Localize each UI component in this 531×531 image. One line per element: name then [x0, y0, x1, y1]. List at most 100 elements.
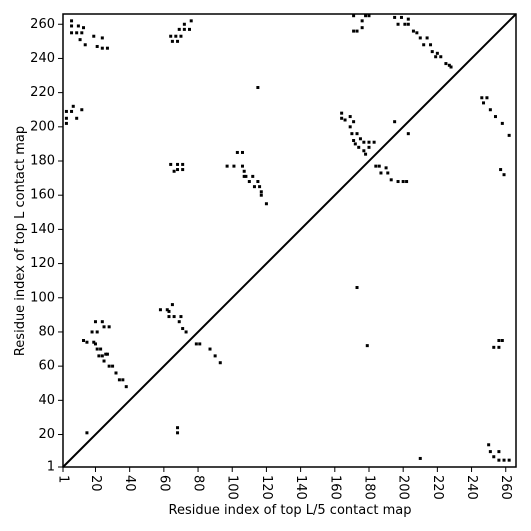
- contact-point: [487, 443, 491, 447]
- x-tick-label: 1: [56, 475, 71, 483]
- x-tick-label: 160: [327, 475, 342, 500]
- contact-point: [497, 458, 501, 462]
- contact-point: [242, 169, 246, 173]
- y-tick-label: 260: [30, 17, 55, 32]
- x-tick-label: 120: [259, 475, 274, 500]
- x-tick-label: 80: [191, 475, 206, 492]
- contact-point: [64, 121, 68, 125]
- plot-frame: [62, 13, 517, 468]
- contact-point: [348, 115, 352, 119]
- contact-point: [358, 137, 362, 141]
- contact-point: [92, 34, 96, 38]
- contact-point: [176, 39, 180, 43]
- contact-point: [352, 14, 356, 18]
- contact-point: [252, 185, 256, 189]
- contact-point: [176, 168, 180, 172]
- contact-point: [367, 14, 371, 18]
- contact-point: [218, 361, 222, 365]
- y-tick-label: 1: [47, 460, 55, 475]
- contact-point: [176, 431, 180, 435]
- contact-point: [158, 308, 162, 312]
- contact-point: [247, 180, 251, 184]
- contact-point: [507, 458, 511, 462]
- contact-point: [435, 51, 439, 55]
- contact-point: [415, 31, 419, 35]
- contact-point: [76, 24, 80, 28]
- contact-point: [232, 164, 236, 168]
- contact-point: [355, 286, 359, 290]
- contact-point: [482, 101, 486, 105]
- contact-point: [434, 55, 438, 59]
- contact-point: [406, 22, 410, 26]
- contact-point: [418, 36, 422, 40]
- contact-point: [365, 344, 369, 348]
- contact-point: [177, 320, 181, 324]
- contact-point: [64, 109, 68, 113]
- contact-point: [100, 46, 104, 50]
- contact-point: [240, 150, 244, 154]
- contact-point: [502, 173, 506, 177]
- contact-point: [348, 125, 352, 129]
- contact-point: [85, 340, 89, 344]
- y-axis-title: Residue index of top L contact map: [13, 126, 28, 356]
- contact-point: [377, 164, 381, 168]
- contact-point: [102, 359, 106, 363]
- contact-point: [425, 36, 429, 40]
- contact-point: [64, 116, 68, 120]
- contact-point: [71, 104, 75, 108]
- contact-point: [492, 345, 496, 349]
- contact-point: [165, 308, 169, 312]
- contact-point: [258, 185, 262, 189]
- contact-point: [100, 320, 104, 324]
- contact-point: [170, 303, 174, 307]
- contact-point: [386, 171, 390, 175]
- x-tick-label: 60: [156, 475, 171, 492]
- contact-point: [251, 174, 255, 178]
- contact-point: [360, 26, 364, 30]
- contact-point: [355, 29, 359, 33]
- contact-point: [111, 364, 115, 368]
- contact-point: [100, 354, 104, 358]
- contact-point: [264, 202, 268, 206]
- contact-point: [350, 132, 354, 136]
- contact-point: [393, 15, 397, 19]
- y-tick-label: 100: [30, 290, 55, 305]
- contact-point: [92, 340, 96, 344]
- contact-point: [389, 178, 393, 182]
- contact-point: [169, 162, 173, 166]
- contact-point: [367, 140, 371, 144]
- contact-point: [379, 171, 383, 175]
- contact-point: [405, 180, 409, 184]
- contact-point: [480, 96, 484, 100]
- contact-point: [340, 111, 344, 115]
- y-tick-label: 180: [30, 154, 55, 169]
- x-axis-title: Residue index of top L/5 contact map: [169, 503, 412, 518]
- contact-point: [500, 339, 504, 343]
- contact-point: [177, 27, 181, 31]
- contact-point: [396, 22, 400, 26]
- contact-point: [367, 145, 371, 149]
- x-tick-label: 100: [225, 475, 240, 500]
- contact-point: [70, 24, 74, 28]
- contact-point: [497, 339, 501, 343]
- contact-point: [107, 364, 111, 368]
- contact-point: [121, 378, 125, 382]
- contact-point: [194, 342, 198, 346]
- x-tick-label: 140: [293, 475, 308, 500]
- y-tick-label: 60: [38, 359, 55, 374]
- contact-point: [353, 142, 357, 146]
- contact-point: [105, 46, 109, 50]
- contact-point: [181, 168, 185, 172]
- contact-point: [170, 39, 174, 43]
- y-tick-label: 40: [38, 393, 55, 408]
- contact-point: [174, 34, 178, 38]
- contact-point: [340, 116, 344, 120]
- contact-point: [117, 378, 121, 382]
- x-tick-label: 180: [361, 475, 376, 500]
- y-tick-label: 20: [38, 427, 55, 442]
- contact-point: [95, 44, 99, 48]
- contact-point: [70, 109, 74, 113]
- y-tick-label: 80: [38, 324, 55, 339]
- x-tick-label: 200: [396, 475, 411, 500]
- contact-point: [352, 29, 356, 33]
